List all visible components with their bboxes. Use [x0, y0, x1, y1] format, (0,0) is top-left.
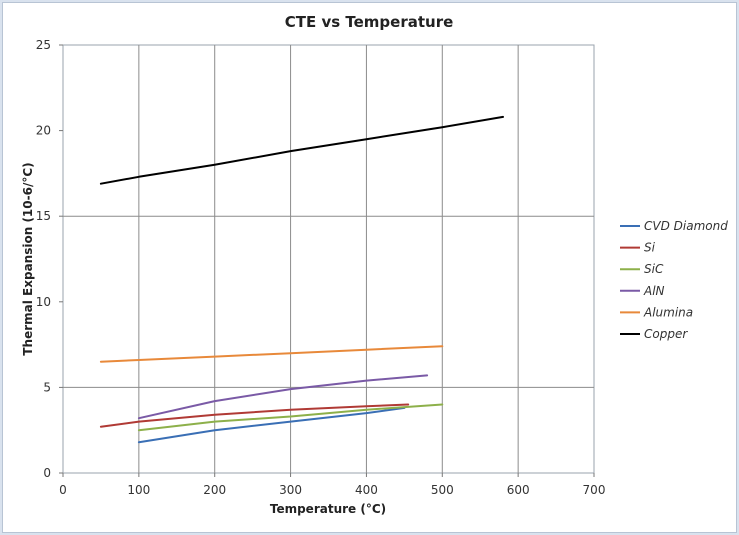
x-tick-label: 500 — [431, 483, 454, 497]
series-line-si — [99, 403, 410, 428]
legend-label: AlN — [643, 284, 665, 298]
x-tick-label: 400 — [355, 483, 378, 497]
y-axis-title: Thermal Expansion (10-6/°C) — [21, 162, 35, 355]
legend-label: Si — [644, 241, 656, 255]
legend: CVD Diamond Si SiC AlN Alumina Copper — [620, 219, 728, 341]
chart-title: CTE vs Temperature — [285, 13, 454, 31]
legend-label: Alumina — [643, 305, 693, 319]
series-line-cvd-diamond — [137, 406, 406, 444]
y-tick-label: 25 — [36, 38, 51, 52]
series-line-copper — [99, 115, 504, 185]
y-tick-label: 10 — [36, 295, 51, 309]
series-line-sic — [137, 403, 444, 432]
grid-lines — [63, 45, 594, 473]
y-tick-label: 5 — [43, 380, 51, 394]
x-tick-label: 700 — [583, 483, 606, 497]
x-tick-label: 300 — [279, 483, 302, 497]
x-tick-label: 600 — [507, 483, 530, 497]
legend-label: Copper — [644, 327, 688, 341]
y-tick-label: 20 — [36, 124, 51, 138]
series-lines — [99, 115, 504, 444]
x-tick-label: 0 — [59, 483, 67, 497]
tick-labels: 0 100 200 300 400 500 600 700 0 5 10 15 20 25 — [36, 38, 606, 497]
plot-area — [62, 44, 595, 474]
y-tick-label: 0 — [43, 466, 51, 480]
x-axis-title: Temperature (°C) — [270, 502, 386, 516]
legend-label: SiC — [644, 262, 664, 276]
x-tick-label: 100 — [127, 483, 150, 497]
series-line-alumina — [99, 345, 444, 363]
legend-label: CVD Diamond — [644, 219, 728, 233]
y-tick-label: 15 — [36, 209, 51, 223]
series-line-aln — [137, 374, 429, 420]
x-tick-label: 200 — [203, 483, 226, 497]
